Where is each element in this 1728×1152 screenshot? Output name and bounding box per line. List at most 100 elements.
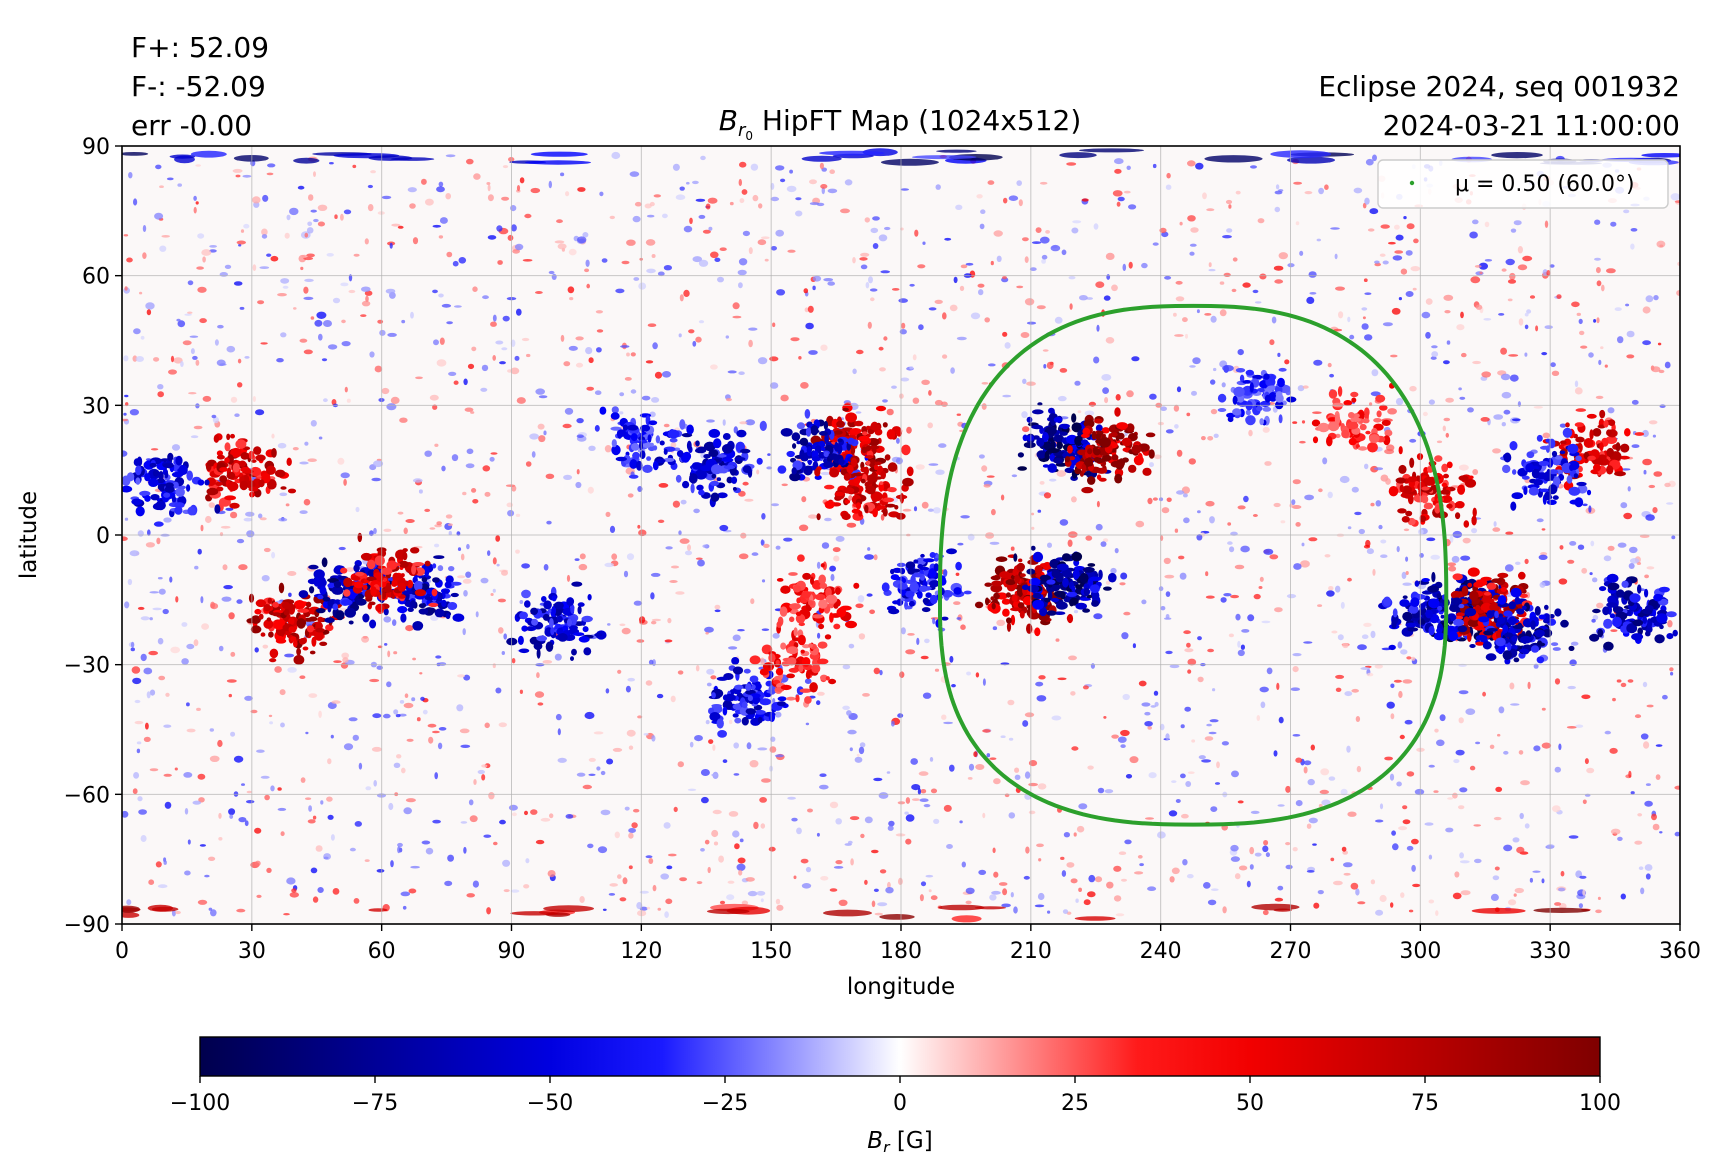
active-region-blob	[837, 438, 843, 443]
map-noise-blob	[381, 195, 392, 200]
map-noise-blob	[652, 342, 658, 350]
map-noise-blob	[243, 517, 253, 522]
map-noise-blob	[560, 172, 565, 177]
map-noise-blob	[246, 800, 255, 804]
map-noise-blob	[1609, 747, 1618, 754]
active-region-blob	[789, 616, 795, 623]
map-noise-blob	[569, 297, 574, 301]
map-noise-blob	[700, 155, 706, 161]
map-noise-blob	[807, 305, 814, 313]
map-noise-blob	[649, 201, 655, 207]
map-noise-blob	[1191, 390, 1197, 396]
map-noise-blob	[1552, 805, 1561, 813]
map-noise-blob	[1411, 838, 1419, 845]
map-noise-blob	[771, 503, 779, 507]
active-region-blob	[695, 440, 700, 447]
map-noise-blob	[358, 762, 363, 770]
map-noise-blob	[305, 797, 312, 800]
map-noise-blob	[1642, 340, 1651, 346]
map-noise-blob	[344, 386, 348, 393]
active-region-blob	[1423, 502, 1434, 510]
map-noise-blob	[209, 728, 214, 732]
map-noise-blob	[266, 867, 272, 874]
map-noise-blob	[304, 278, 314, 282]
map-noise-blob	[1670, 193, 1680, 201]
map-noise-blob	[1234, 564, 1245, 570]
map-noise-blob	[365, 786, 372, 791]
map-noise-blob	[737, 857, 746, 864]
map-noise-blob	[1101, 374, 1112, 381]
map-noise-blob	[623, 570, 629, 578]
map-noise-blob	[1461, 352, 1467, 358]
map-noise-blob	[656, 693, 664, 699]
map-noise-blob	[1273, 265, 1284, 271]
active-region-blob	[1056, 563, 1069, 571]
active-region-blob	[814, 468, 821, 477]
active-region-blob	[445, 613, 451, 620]
active-region-blob	[722, 444, 733, 454]
map-noise-blob	[138, 809, 148, 815]
map-noise-blob	[331, 700, 341, 704]
map-noise-blob	[1291, 499, 1296, 505]
map-noise-blob	[1403, 528, 1410, 532]
map-noise-blob	[953, 276, 958, 284]
map-noise-blob	[624, 377, 632, 381]
map-noise-blob	[198, 797, 205, 803]
map-noise-blob	[186, 728, 196, 733]
map-noise-blob	[980, 209, 986, 214]
map-noise-blob	[1309, 292, 1317, 295]
map-noise-blob	[651, 254, 656, 258]
active-region-blob	[882, 497, 895, 503]
map-noise-blob	[670, 695, 676, 703]
map-noise-blob	[1018, 199, 1023, 207]
map-noise-blob	[675, 591, 685, 595]
active-region-blob	[994, 593, 1000, 599]
map-noise-blob	[1374, 664, 1384, 669]
map-noise-blob	[1292, 666, 1299, 673]
map-noise-blob	[846, 710, 852, 716]
map-noise-blob	[933, 818, 940, 825]
map-noise-blob	[733, 773, 740, 776]
map-noise-blob	[722, 759, 728, 763]
map-noise-blob	[1250, 165, 1257, 169]
active-region-blob	[1469, 644, 1476, 648]
map-noise-blob	[1171, 780, 1177, 783]
map-noise-blob	[1509, 374, 1519, 382]
map-noise-blob	[1366, 672, 1374, 677]
active-region-blob	[216, 454, 225, 460]
map-noise-blob	[139, 291, 143, 295]
map-noise-blob	[444, 880, 453, 887]
active-region-blob	[351, 576, 361, 581]
active-region-blob	[1486, 582, 1497, 590]
map-noise-blob	[1197, 510, 1201, 514]
map-noise-blob	[280, 332, 287, 338]
map-noise-blob	[492, 355, 497, 361]
active-region-blob	[322, 596, 331, 602]
map-noise-blob	[1111, 734, 1119, 739]
map-noise-blob	[802, 644, 811, 649]
map-noise-blob	[975, 764, 985, 770]
map-noise-blob	[600, 770, 606, 776]
map-noise-blob	[352, 164, 357, 169]
map-noise-blob	[1205, 500, 1215, 507]
active-region-blob	[432, 577, 440, 583]
active-region-blob	[187, 506, 196, 516]
map-noise-blob	[361, 286, 371, 292]
map-noise-blob	[579, 896, 585, 903]
map-noise-blob	[1567, 685, 1576, 690]
active-region-blob	[573, 632, 585, 637]
map-noise-blob	[984, 317, 990, 323]
map-noise-blob	[804, 678, 812, 684]
active-region-blob	[1101, 454, 1112, 462]
map-noise-blob	[1401, 571, 1407, 580]
map-noise-blob	[396, 754, 402, 759]
map-noise-blob	[1446, 340, 1451, 345]
map-noise-blob	[1129, 756, 1139, 764]
map-noise-blob	[446, 321, 453, 325]
map-noise-blob	[885, 887, 894, 894]
map-noise-blob	[1237, 640, 1241, 648]
map-noise-blob	[501, 347, 508, 351]
map-noise-blob	[707, 866, 711, 874]
map-noise-blob	[343, 209, 352, 215]
map-noise-blob	[1604, 730, 1612, 735]
